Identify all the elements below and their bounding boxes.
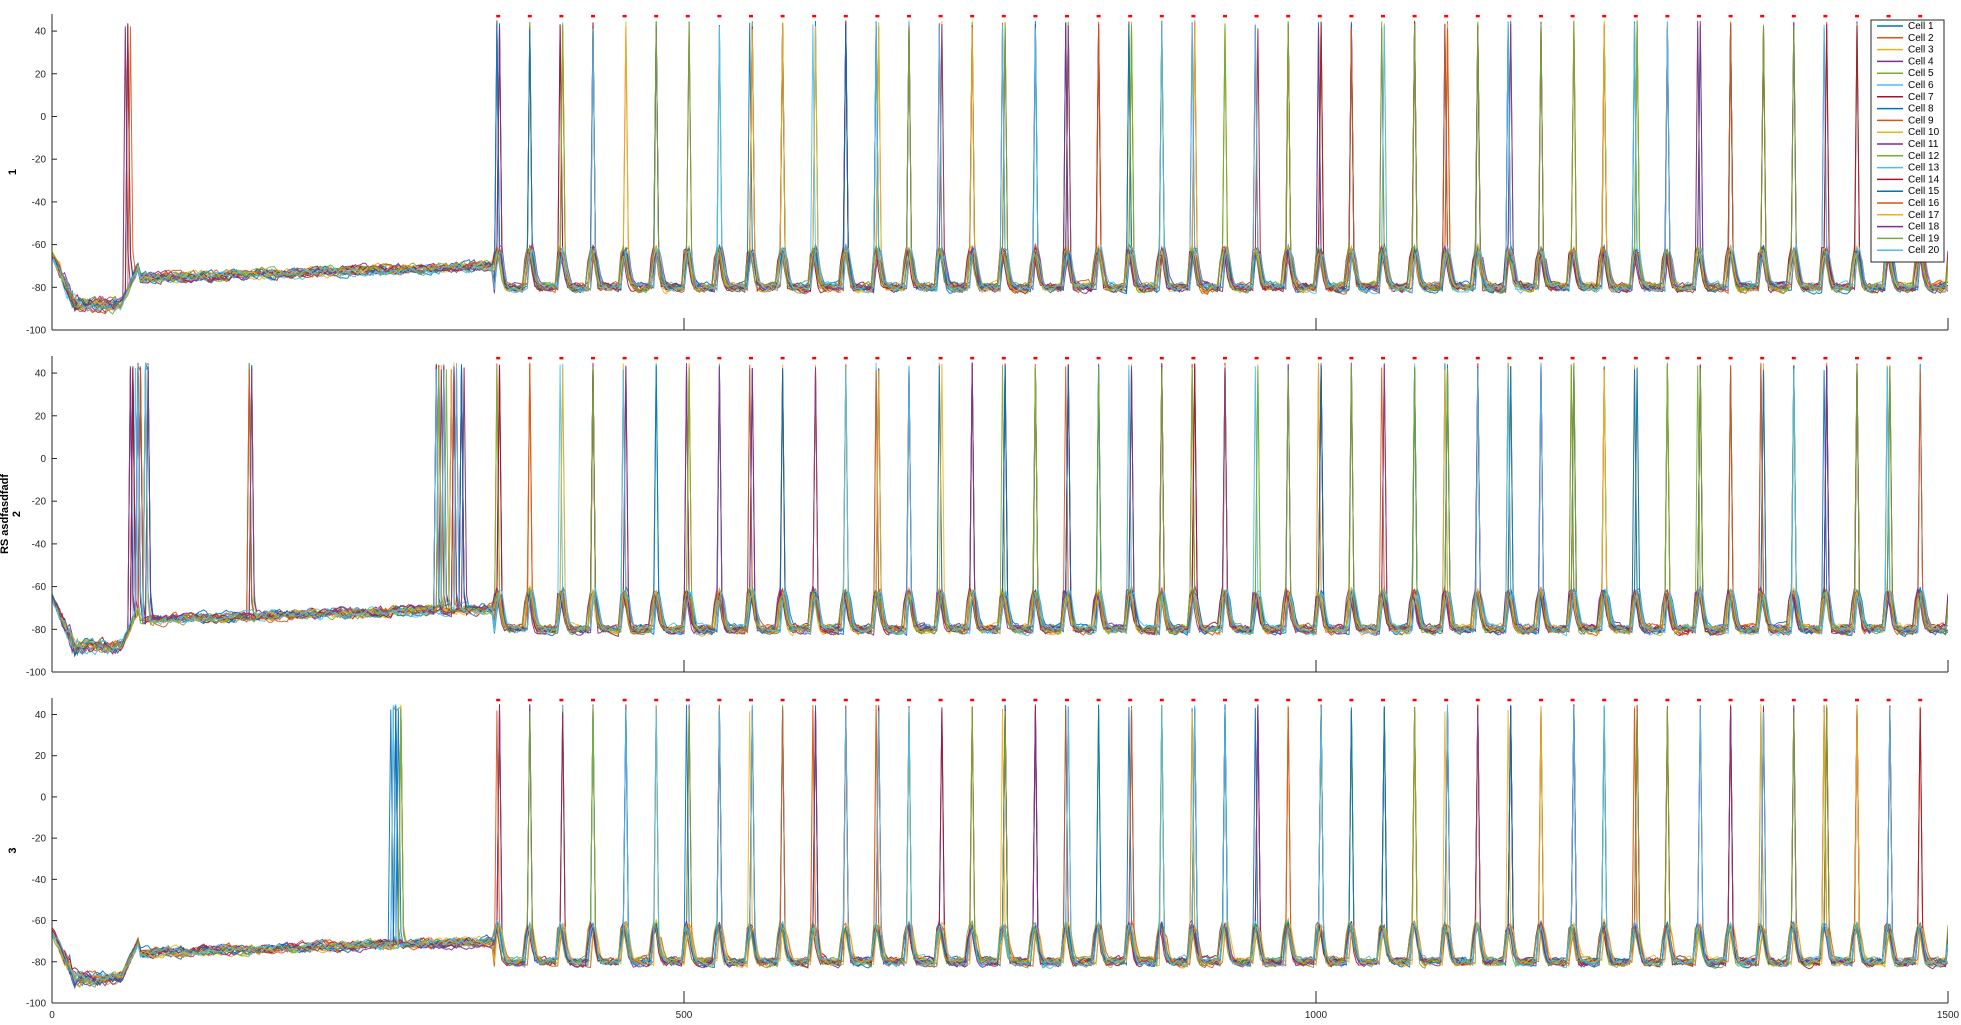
panel-2: -100 -80 -60 -40 -20 0 20 40 RS asdfasdfadf2	[0, 356, 1949, 679]
y-tick-label: 0	[40, 454, 46, 465]
legend-entry: Cell 3	[1908, 45, 1934, 56]
y-tick-label: -40	[32, 875, 47, 886]
series-line-cell-19	[52, 704, 1948, 984]
x-tick-label: 1000	[1305, 1010, 1328, 1021]
y-tick-label: 40	[35, 27, 47, 38]
y-tick-label: -20	[32, 834, 47, 845]
legend-entry: Cell 4	[1908, 56, 1934, 67]
y-tick-label: 20	[35, 751, 47, 762]
series-line-cell-20	[52, 20, 1948, 311]
y-tick-label: -80	[32, 283, 47, 294]
series-line-cell-17	[52, 362, 1948, 653]
legend-entry: Cell 7	[1908, 92, 1934, 103]
legend-box	[1870, 19, 1945, 263]
y-tick-label: -20	[32, 155, 47, 166]
series-line-cell-18	[52, 362, 1948, 655]
legend-entry: Cell 18	[1908, 222, 1940, 233]
y-tick-label: -40	[32, 539, 47, 550]
legend-entry: Cell 11	[1908, 139, 1939, 150]
legend-entry: Cell 5	[1908, 68, 1934, 79]
y-tick-label: -80	[32, 957, 47, 968]
legend-entry: Cell 10	[1908, 127, 1940, 138]
plot-area	[52, 362, 1948, 658]
y-tick-label: 40	[35, 710, 47, 721]
legend-entry: Cell 2	[1908, 33, 1934, 44]
series-line-cell-20	[52, 362, 1948, 656]
legend-entry: Cell 13	[1908, 163, 1940, 174]
y-tick-label: 0	[40, 112, 46, 123]
y-tick-label: -80	[32, 625, 47, 636]
y-axis-label: 1	[7, 169, 19, 175]
plot-area	[52, 20, 1948, 315]
y-tick-label: -20	[32, 497, 47, 508]
legend-entry: Cell 8	[1908, 104, 1934, 115]
y-tick-label: -100	[26, 999, 46, 1010]
legend-entry: Cell 9	[1908, 115, 1934, 126]
y-axis-label: 3	[7, 847, 19, 853]
legend-entry: Cell 20	[1908, 245, 1940, 256]
y-tick-label: -60	[32, 916, 47, 927]
legend-entry: Cell 6	[1908, 80, 1934, 91]
y-tick-label: -100	[26, 326, 46, 337]
y-axis-label: RS asdfasdfadf2	[0, 474, 23, 554]
legend-entry: Cell 16	[1908, 198, 1940, 209]
legend-entry: Cell 15	[1908, 186, 1940, 197]
panel-1: -100 -80 -60 -40 -20 0 20 40 1	[7, 14, 1949, 337]
y-tick-label: 20	[35, 411, 47, 422]
y-tick-label: -100	[26, 668, 46, 679]
y-tick-label: -60	[32, 582, 47, 593]
x-tick-label: 500	[676, 1010, 693, 1021]
y-tick-label: 20	[35, 69, 47, 80]
series-line-cell-20	[52, 704, 1948, 984]
y-tick-label: -60	[32, 240, 47, 251]
legend-entry: Cell 12	[1908, 151, 1940, 162]
y-tick-label: -40	[32, 197, 47, 208]
legend-entry: Cell 19	[1908, 233, 1940, 244]
legend-entry: Cell 14	[1908, 174, 1940, 185]
y-tick-label: 40	[35, 369, 47, 380]
legend-entry: Cell 1	[1908, 21, 1934, 32]
y-tick-label: 0	[40, 792, 46, 803]
legend-entry: Cell 17	[1908, 210, 1940, 221]
x-tick-label: 0	[49, 1010, 55, 1021]
series-line-cell-17	[52, 704, 1948, 983]
x-tick-label: 1500	[1937, 1010, 1960, 1021]
panel-3: -100 -80 -60 -40 -20 0 20 40 0 500 1000 1500 3	[7, 698, 1960, 1021]
plot-area	[52, 704, 1948, 990]
